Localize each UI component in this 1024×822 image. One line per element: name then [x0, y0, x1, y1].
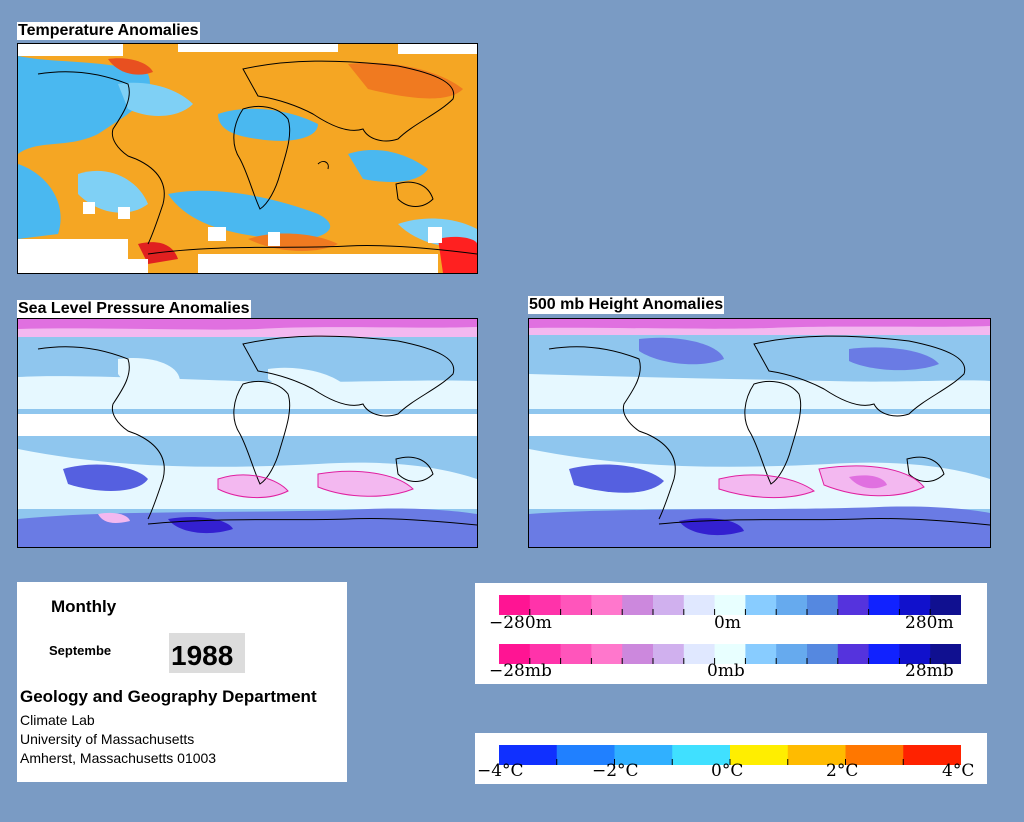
temperature-color-scale [499, 745, 961, 765]
temperature-scale-swatch-7 [903, 745, 961, 765]
sea-level-pressure-map [17, 318, 478, 548]
temp-label-4: 4°C [942, 761, 975, 781]
temp-label-minus2: −2°C [592, 761, 639, 781]
pressure-scale-swatch-0 [499, 644, 531, 664]
pressure-scale-swatch-5 [653, 644, 685, 664]
temperature-scale-swatch-0 [499, 745, 558, 765]
height-map-title: 500 mb Height Anomalies [528, 296, 725, 314]
year-value: 1988 [171, 640, 234, 671]
pressure-scale-swatch-4 [622, 644, 654, 664]
temperature-legend-box: −4°C −2°C 0°C 2°C 4°C [475, 733, 987, 784]
height-scale-swatch-7 [714, 595, 746, 615]
pressure-scale-swatch-2 [560, 644, 592, 664]
address: Amherst, Massachusetts 01003 [20, 750, 217, 766]
pressure-scale-swatch-14 [930, 644, 961, 664]
height-scale-swatch-6 [683, 595, 716, 615]
temp-label-minus4: −4°C [477, 761, 524, 781]
500mb-height-map [528, 318, 991, 548]
info-panel: Monthly Septembe 1988 Geology and Geogra… [17, 582, 347, 782]
pressure-scale-swatch-3 [591, 644, 623, 664]
height-scale-swatch-0 [499, 595, 531, 615]
pressure-color-scale [499, 644, 961, 664]
height-min-label: −280m [489, 613, 552, 633]
height-scale-swatch-14 [930, 595, 961, 615]
temperature-scale-swatch-1 [556, 745, 615, 765]
lab-name: Climate Lab [20, 712, 95, 728]
height-scale-swatch-4 [622, 595, 654, 615]
pressure-scale-swatch-9 [776, 644, 808, 664]
temp-label-0: 0°C [711, 761, 744, 781]
temperature-anomaly-map [17, 43, 478, 274]
pressure-scale-swatch-6 [683, 644, 716, 664]
pressure-mid-label: 0mb [707, 661, 745, 681]
temperature-scale-swatch-3 [672, 745, 731, 765]
pressure-scale-swatch-7 [714, 644, 746, 664]
pressure-scale-swatch-1 [529, 644, 562, 664]
height-color-scale [499, 595, 961, 615]
pressure-scale-swatch-12 [868, 644, 900, 664]
temperature-scale-swatch-2 [614, 745, 673, 765]
year-box: 1988 [169, 633, 245, 673]
height-scale-swatch-10 [807, 595, 839, 615]
height-scale-swatch-2 [560, 595, 592, 615]
pressure-scale-swatch-11 [837, 644, 870, 664]
pressure-scale-swatch-10 [807, 644, 839, 664]
month-label: Septembe [49, 643, 112, 658]
slp-map-title: Sea Level Pressure Anomalies [17, 300, 251, 318]
period-label: Monthly [51, 597, 117, 616]
temperature-scale-swatch-5 [787, 745, 846, 765]
temp-label-2: 2°C [826, 761, 859, 781]
temperature-map-title: Temperature Anomalies [17, 22, 200, 40]
temperature-scale-swatch-4 [730, 745, 789, 765]
pressure-scale-swatch-8 [745, 644, 777, 664]
height-max-label: 280m [905, 613, 954, 633]
height-scale-swatch-13 [899, 595, 931, 615]
height-scale-swatch-8 [745, 595, 777, 615]
temperature-scale-swatch-6 [845, 745, 904, 765]
pressure-min-label: −28mb [489, 661, 552, 681]
height-scale-swatch-1 [529, 595, 562, 615]
anomaly-legend-box: −280m 0m 280m −28mb 0mb 28mb [475, 583, 987, 684]
pressure-scale-swatch-13 [899, 644, 931, 664]
height-mid-label: 0m [714, 613, 741, 633]
pressure-max-label: 28mb [905, 661, 954, 681]
height-scale-swatch-9 [776, 595, 808, 615]
height-scale-swatch-5 [653, 595, 685, 615]
department-name: Geology and Geography Department [20, 687, 317, 706]
university-name: University of Massachusetts [20, 731, 195, 747]
height-scale-swatch-3 [591, 595, 623, 615]
height-scale-swatch-12 [868, 595, 900, 615]
height-scale-swatch-11 [837, 595, 870, 615]
